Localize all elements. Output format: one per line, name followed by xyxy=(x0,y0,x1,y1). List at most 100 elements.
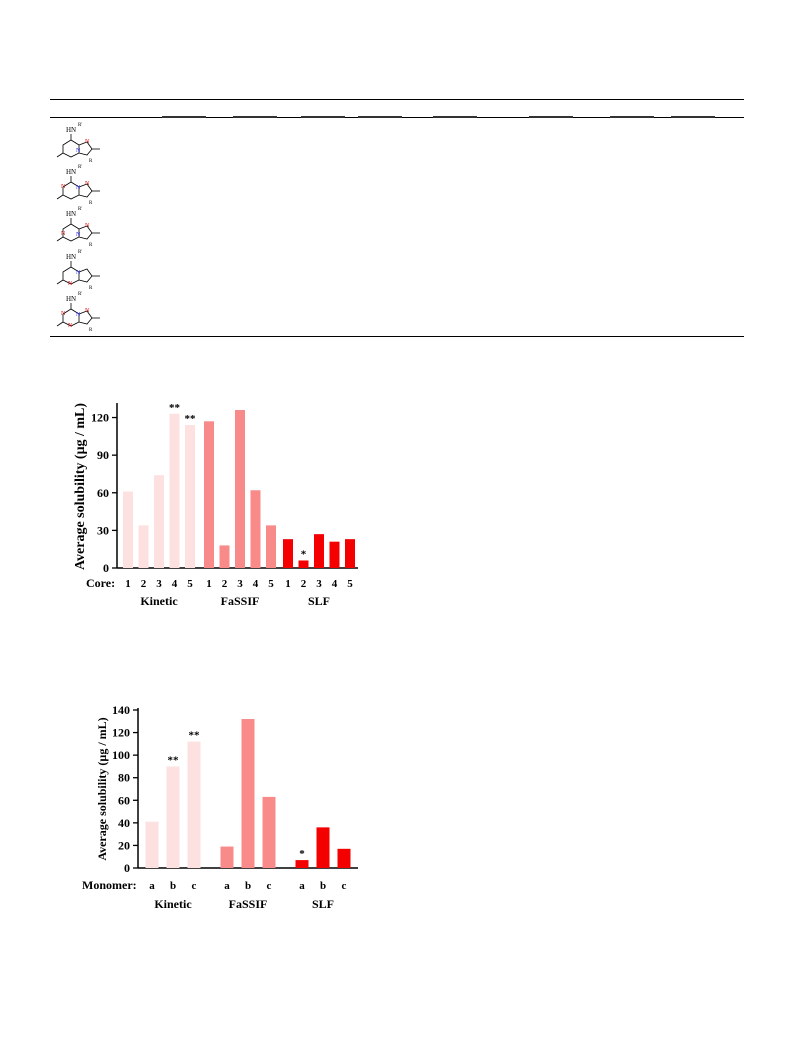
core-structure-drawing: HN R' N N N N R xyxy=(56,292,100,333)
category-label: 3 xyxy=(316,578,322,590)
table-bottom-rule xyxy=(50,336,744,337)
y-tick-label: 0 xyxy=(103,561,109,575)
category-label: 2 xyxy=(222,578,228,590)
core-structure-5: HN R' N N N N R xyxy=(54,291,114,333)
category-label: 2 xyxy=(141,578,147,590)
group-label: SLF xyxy=(312,897,334,911)
r-label: R xyxy=(89,286,93,291)
y-tick-label: 100 xyxy=(112,748,130,762)
r-prime-label: R' xyxy=(78,207,82,212)
category-label: c xyxy=(192,880,197,892)
significance-marker: ** xyxy=(185,413,197,425)
svg-text:N: N xyxy=(76,185,81,191)
core-structure-1: HN R' N N R xyxy=(54,122,114,164)
y-tick-label: 0 xyxy=(124,861,130,875)
column-header-mark xyxy=(610,116,654,118)
bar xyxy=(154,475,164,568)
significance-marker: * xyxy=(299,848,305,860)
svg-text:N: N xyxy=(61,311,66,317)
bar xyxy=(345,539,355,568)
category-label: 3 xyxy=(237,578,243,590)
r-label: R xyxy=(89,159,93,164)
category-label: 2 xyxy=(301,578,307,590)
category-label: 5 xyxy=(187,578,193,590)
nh-label: HN xyxy=(66,126,76,134)
group-label: Kinetic xyxy=(140,594,178,608)
y-tick-label: 80 xyxy=(118,771,130,785)
category-label: a xyxy=(149,880,155,892)
y-tick-label: 90 xyxy=(97,448,109,462)
bar xyxy=(337,848,351,868)
bar xyxy=(314,534,324,568)
core-structure-2: HN R' N N N R xyxy=(54,164,114,206)
y-tick-label: 60 xyxy=(97,486,109,500)
r-prime-label: R' xyxy=(78,250,82,255)
bar xyxy=(329,541,340,568)
bar xyxy=(250,490,261,568)
bar xyxy=(266,525,276,568)
compound-table: HN R' N N R HN R' N N N R HN R' xyxy=(0,0,793,345)
r-label: R xyxy=(89,201,93,206)
bar xyxy=(123,491,133,568)
x-axis-label: Monomer: xyxy=(82,878,137,892)
y-tick-label: 120 xyxy=(91,411,109,425)
y-tick-label: 120 xyxy=(112,726,130,740)
significance-marker: ** xyxy=(169,402,181,414)
category-label: a xyxy=(224,880,230,892)
svg-text:N: N xyxy=(68,281,73,287)
bar xyxy=(219,545,230,568)
category-label: b xyxy=(170,880,176,892)
category-label: c xyxy=(267,880,272,892)
bar xyxy=(241,719,255,868)
group-label: FaSSIF xyxy=(229,897,268,911)
bar xyxy=(316,827,330,868)
svg-text:N: N xyxy=(68,323,73,329)
bar xyxy=(235,410,245,568)
x-axis-label: Core: xyxy=(86,576,115,590)
category-label: 1 xyxy=(285,578,291,590)
y-tick-label: 60 xyxy=(118,793,130,807)
group-label: FaSSIF xyxy=(221,594,260,608)
y-axis-label: Average solubility (µg / mL) xyxy=(95,717,109,860)
significance-marker: * xyxy=(301,548,307,560)
y-tick-label: 30 xyxy=(97,523,109,537)
column-header-mark xyxy=(162,116,206,118)
y-axis-label: Average solubility (μg / mL) xyxy=(73,403,88,570)
group-label: SLF xyxy=(308,594,330,608)
column-header-mark xyxy=(358,116,402,118)
significance-marker: ** xyxy=(189,730,201,742)
svg-text:N: N xyxy=(76,148,81,154)
significance-marker: ** xyxy=(168,754,180,766)
bar xyxy=(298,560,309,568)
svg-text:N: N xyxy=(61,231,66,237)
category-label: c xyxy=(342,880,347,892)
core-structure-drawing: HN R' N N R xyxy=(56,123,100,164)
r-prime-label: R' xyxy=(78,292,82,297)
category-label: 5 xyxy=(347,578,353,590)
category-label: 3 xyxy=(156,578,162,590)
r-prime-label: R' xyxy=(78,123,82,128)
category-label: 4 xyxy=(172,578,178,590)
bar xyxy=(166,766,180,868)
svg-text:N: N xyxy=(76,312,81,318)
bar xyxy=(187,741,201,868)
svg-text:N: N xyxy=(61,184,66,190)
y-tick-label: 40 xyxy=(118,816,130,830)
svg-text:N: N xyxy=(85,181,90,187)
core-structure-drawing: HN R' N N N R xyxy=(56,207,100,248)
category-label: b xyxy=(245,880,251,892)
category-label: 4 xyxy=(253,578,259,590)
category-label: 5 xyxy=(268,578,274,590)
bar xyxy=(169,413,180,568)
r-label: R xyxy=(89,243,93,248)
core-structure-4: HN R' N N R xyxy=(54,249,114,291)
bar xyxy=(204,421,214,568)
group-label: Kinetic xyxy=(154,897,192,911)
column-header-mark xyxy=(233,116,277,118)
svg-text:N: N xyxy=(85,308,90,314)
column-header-mark xyxy=(433,116,477,118)
bar xyxy=(295,860,309,868)
core-structure-drawing: HN R' N N R xyxy=(56,250,100,291)
category-label: b xyxy=(320,880,326,892)
